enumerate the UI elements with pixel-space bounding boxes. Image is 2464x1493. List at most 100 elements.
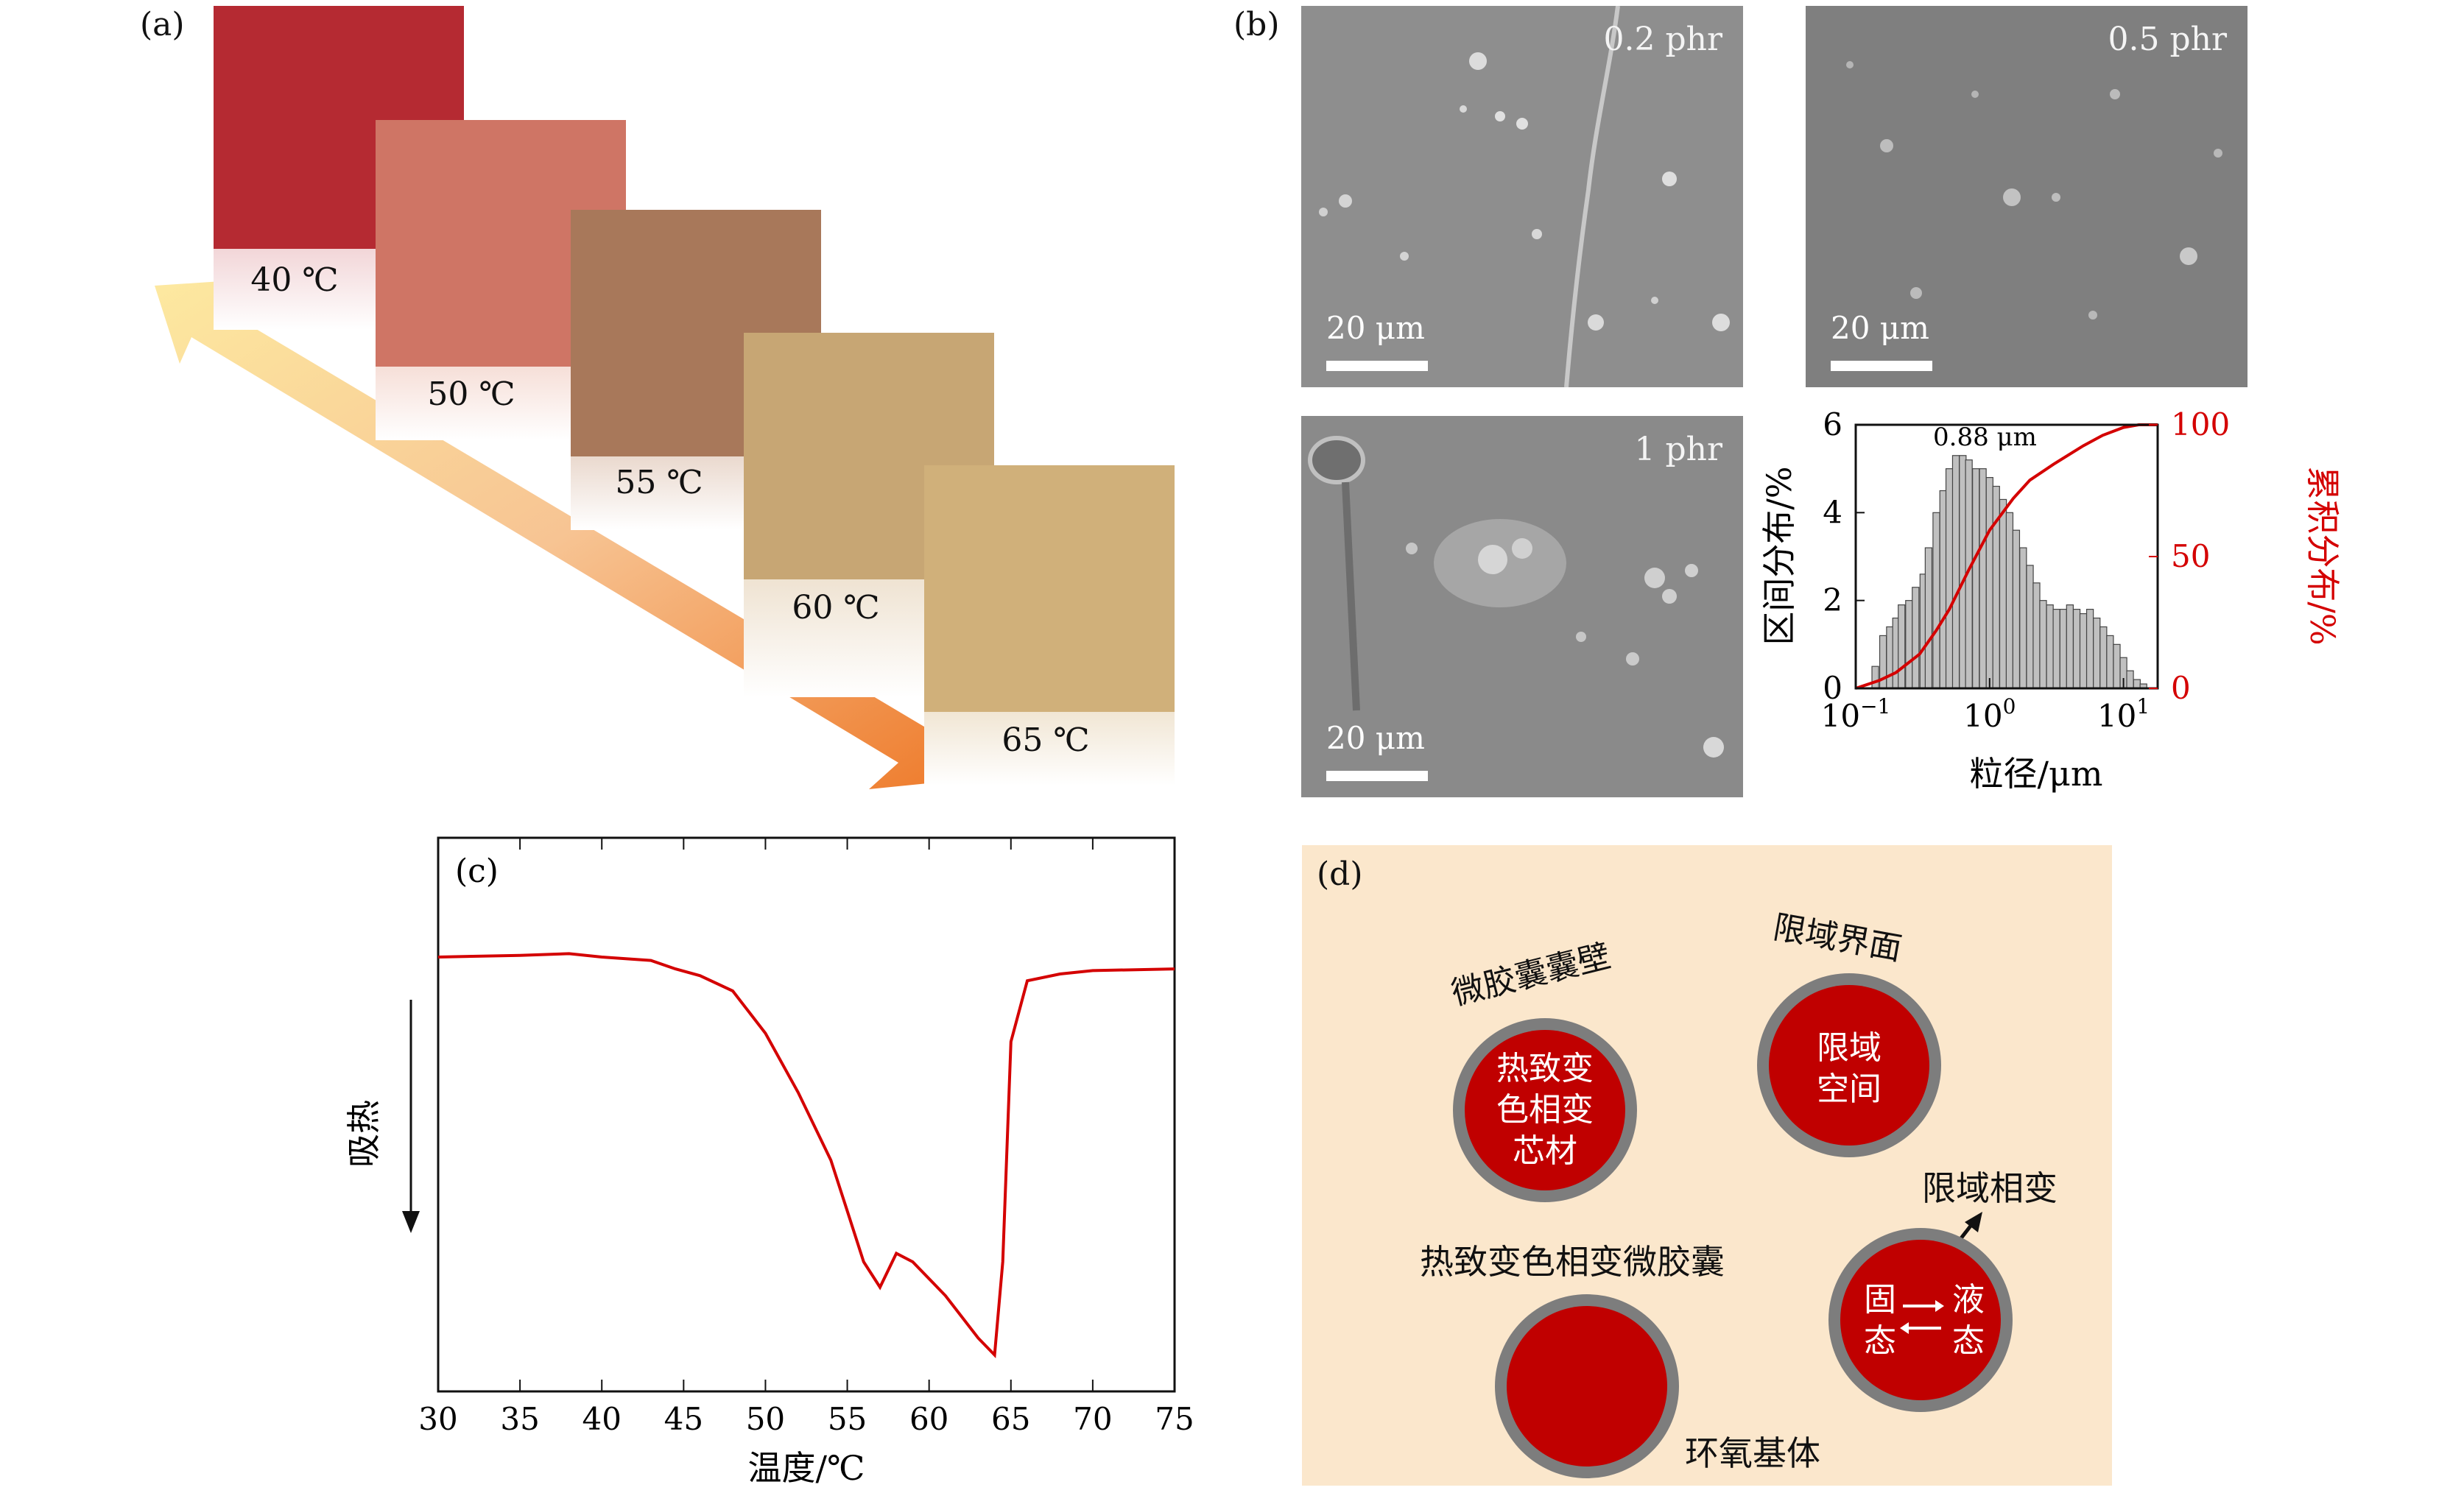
histogram-bar <box>2126 670 2134 689</box>
confined-capsule-core <box>1769 985 1929 1146</box>
capsule-core <box>1465 1030 1625 1190</box>
histogram-bar <box>2133 679 2141 689</box>
left-tick-label: 2 <box>1823 582 1842 618</box>
x-tick-label: 45 <box>664 1401 703 1437</box>
sem-conc-label: 0.2 phr <box>1603 21 1723 58</box>
swatch-60-label: 60 ℃ <box>792 589 880 627</box>
x-tick-label: 40 <box>582 1401 621 1437</box>
swatch-40-label: 40 ℃ <box>250 261 339 299</box>
dsc-xlabel: 温度/℃ <box>748 1448 865 1488</box>
histogram-bar <box>1898 604 1906 689</box>
reversible-arrows-icon <box>1900 1300 1944 1334</box>
core-text-line: 芯材 <box>1513 1132 1577 1170</box>
swatch-50-label: 50 ℃ <box>427 375 515 413</box>
x-tick-label: 70 <box>1073 1401 1112 1437</box>
label-confined-phase-change: 限域相变 <box>1922 1168 2058 1208</box>
core-text-line: 热致变 <box>1496 1050 1594 1087</box>
core-text: 热致变 色相变 芯材 <box>1465 1048 1625 1172</box>
microcapsule-core <box>1507 1306 1667 1466</box>
histogram-bar <box>1932 512 1940 689</box>
label-microcapsule: 热致变色相变微胶囊 <box>1420 1242 1725 1282</box>
scale-bar <box>1831 361 1932 371</box>
histogram-bar <box>2052 609 2060 689</box>
histogram-peak-label: 0.88 μm <box>1933 423 2037 452</box>
right-tick-label: 100 <box>2171 409 2230 442</box>
sem-image-0.5phr: 0.5 phr 20 μm <box>1806 6 2247 387</box>
histogram-bar <box>1905 600 1913 689</box>
histogram-bar <box>2046 604 2054 689</box>
left-tick-label: 6 <box>1823 409 1842 442</box>
dsc-axes-frame <box>437 836 1176 1393</box>
histogram-bar <box>2072 609 2081 689</box>
sem-texture <box>1846 61 2222 320</box>
histogram-bar <box>1985 476 1993 689</box>
right-tick-label: 50 <box>2171 538 2210 574</box>
core-text-line: 色相变 <box>1496 1091 1594 1129</box>
sem-texture <box>1319 6 1730 387</box>
histogram-bar <box>2106 635 2114 689</box>
x-tick-label: 55 <box>828 1401 867 1437</box>
panel-c-label: (c) <box>455 853 499 890</box>
histogram-bar <box>2019 547 2027 689</box>
histogram-bar <box>2059 609 2067 689</box>
histogram-bar <box>2039 600 2047 689</box>
x-tick-label: 101 <box>2097 694 2150 734</box>
scale-bar <box>1326 771 1428 781</box>
cumulative-curve <box>1855 423 2158 690</box>
endotherm-arrow-head <box>402 1211 420 1233</box>
confined-space-text: 限域 空间 <box>1769 1028 1929 1110</box>
panel-b-label: (b) <box>1233 6 1280 43</box>
dsc-curve <box>437 952 1175 1359</box>
x-tick-label: 30 <box>418 1401 457 1437</box>
histogram-bar <box>2066 604 2074 689</box>
swatch-65-reflection <box>924 712 1175 786</box>
x-tick-label: 65 <box>991 1401 1030 1437</box>
scale-bar <box>1326 361 1428 371</box>
x-tick-label: 35 <box>500 1401 539 1437</box>
sem-conc-label: 1 phr <box>1634 431 1722 468</box>
dsc-chart: (c) 30 35 40 45 50 55 60 65 70 75 吸热 温度/℃ <box>344 836 1193 1488</box>
histogram-bar <box>1912 587 1920 689</box>
histogram-ylabel-left: 区间分布/% <box>1759 466 1799 645</box>
label-confined-interface: 限域界面 <box>1770 908 1905 968</box>
histogram-bar <box>1999 498 2007 689</box>
histogram-ylabel-right: 累积分布/% <box>2303 466 2342 645</box>
label-epoxy-matrix: 环氧基体 <box>1685 1433 1820 1473</box>
sem-image-0.2phr: 0.2 phr 20 μm <box>1301 6 1743 387</box>
histogram-bar <box>2113 643 2121 689</box>
histogram-bar <box>2085 609 2094 689</box>
sem-scale-label: 20 μm <box>1831 310 1929 346</box>
x-tick-label: 75 <box>1155 1401 1193 1437</box>
right-tick-label: 0 <box>2171 670 2191 706</box>
space-text-line: 限域 <box>1817 1029 1882 1067</box>
histogram-xlabel: 粒径/μm <box>1969 754 2102 794</box>
solid-text-line: 态 <box>1864 1322 1896 1360</box>
histogram-bar <box>2005 512 2014 689</box>
solid-text-line: 固 <box>1864 1281 1896 1319</box>
histogram-bar <box>1979 468 1987 689</box>
left-tick-label: 4 <box>1823 494 1842 530</box>
histogram-bar <box>2079 613 2088 689</box>
panel-d-background: (d) 微胶囊囊壁 热致变 色相变 芯材 限域界面 限域 空间 热致变色相变微胶… <box>1302 845 2112 1486</box>
x-tick-label: 60 <box>909 1401 948 1437</box>
dsc-ylabel: 吸热 <box>344 1100 384 1168</box>
histogram-bar <box>1945 468 1954 689</box>
histogram-bar <box>1951 455 1960 689</box>
panel-a-label: (a) <box>140 6 185 43</box>
liquid-text-line: 液 <box>1952 1281 1985 1319</box>
space-text-line: 空间 <box>1817 1070 1882 1108</box>
histogram-bar <box>2032 582 2041 689</box>
sem-scale-label: 20 μm <box>1326 720 1425 756</box>
swatch-65 <box>924 465 1175 712</box>
swatch-65-label: 65 ℃ <box>1002 721 1090 759</box>
particle-size-histogram: 0 2 4 6 0 50 100 10−1 100 101 0.88 μm 区间分布/% 累积分布… <box>1759 409 2342 794</box>
panel-d-label: (d) <box>1317 855 1363 893</box>
sem-scale-label: 20 μm <box>1326 310 1425 346</box>
sem-image-1phr: 1 phr 20 μm <box>1301 416 1743 797</box>
sem-conc-label: 0.5 phr <box>2108 21 2228 58</box>
solid-text: 固 态 <box>1862 1280 1898 1362</box>
histogram-bar <box>2099 626 2108 689</box>
phase-capsule-core <box>1840 1240 2001 1400</box>
x-tick-label: 10−1 <box>1821 694 1891 734</box>
liquid-text-line: 态 <box>1952 1322 1985 1360</box>
